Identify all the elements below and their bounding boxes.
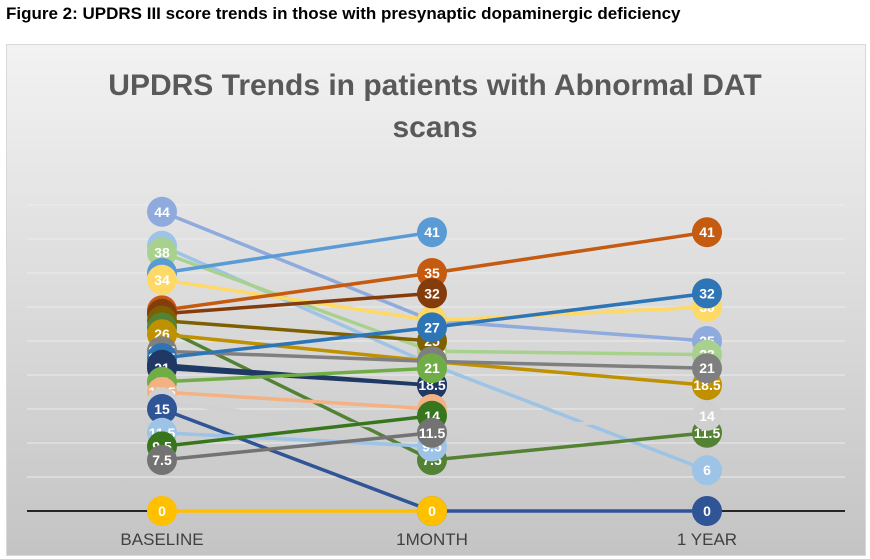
data-point: 34 (147, 264, 177, 295)
data-point: 32 (692, 278, 722, 309)
data-label: 41 (699, 224, 715, 240)
data-point-marker (147, 496, 177, 526)
data-point-marker (417, 312, 447, 343)
data-point-marker (692, 455, 722, 486)
data-point: 21 (692, 353, 722, 384)
data-label: 32 (699, 285, 715, 301)
data-point: 21 (417, 353, 447, 384)
data-point-marker (417, 217, 447, 248)
data-point-marker (417, 278, 447, 309)
data-label: 15 (154, 401, 170, 417)
data-point-marker (417, 496, 447, 526)
series-line-16 (161, 390, 433, 411)
data-point: 41 (692, 217, 722, 248)
data-point-marker (692, 278, 722, 309)
data-label: 21 (424, 360, 440, 376)
data-label: 34 (154, 272, 170, 288)
data-label: 11.5 (419, 425, 446, 441)
data-label: 27 (424, 319, 440, 335)
data-point: 11.5 (417, 417, 447, 448)
data-point-marker (147, 445, 177, 475)
data-label: 38 (154, 245, 170, 261)
data-point: 44 (147, 196, 177, 227)
updrs-line-chart: UPDRS Trends in patients with Abnormal D… (7, 45, 865, 555)
x-tick-label: 1MONTH (396, 530, 468, 549)
data-point-marker (692, 400, 722, 431)
data-label: 0 (703, 503, 711, 519)
chart-container: UPDRS Trends in patients with Abnormal D… (6, 44, 866, 556)
data-point: 27 (417, 312, 447, 343)
data-label: 44 (154, 204, 170, 220)
data-point-marker (147, 394, 177, 424)
data-point: 41 (417, 217, 447, 248)
series-line-7 (161, 291, 433, 316)
x-tick-label: BASELINE (120, 530, 203, 549)
data-point-marker (147, 196, 177, 227)
data-point-marker (692, 496, 722, 526)
data-label: 6 (703, 462, 711, 478)
series-line-15 (161, 366, 433, 384)
series-line-19 (161, 431, 433, 449)
data-label: 21 (699, 360, 715, 376)
data-label: 14 (699, 408, 715, 424)
data-point: 0 (692, 496, 722, 526)
data-label: 0 (158, 503, 166, 519)
data-point: 7.5 (147, 445, 177, 475)
data-label: 35 (424, 265, 440, 281)
data-label: 32 (424, 285, 440, 301)
data-point: 15 (147, 394, 177, 424)
data-point-marker (147, 264, 177, 295)
data-label: 41 (424, 224, 440, 240)
data-point-marker (692, 217, 722, 248)
data-label: 0 (428, 503, 436, 519)
data-point-marker (417, 353, 447, 384)
data-point: 32 (417, 278, 447, 309)
series-line-4 (161, 230, 433, 275)
chart-title-line1: UPDRS Trends in patients with Abnormal D… (108, 69, 761, 102)
data-point: 0 (147, 496, 177, 526)
data-point: 6 (692, 455, 722, 486)
data-point: 0 (417, 496, 447, 526)
x-tick-label: 1 YEAR (677, 530, 737, 549)
chart-title-line2: scans (392, 111, 477, 144)
data-point-marker (692, 353, 722, 384)
data-point: 14 (692, 400, 722, 431)
series-line-8 (161, 318, 433, 343)
data-point-marker (417, 417, 447, 448)
x-axis-labels: BASELINE 1MONTH 1 YEAR (120, 530, 737, 549)
series-line-21 (161, 431, 433, 462)
series-line-20 (161, 414, 433, 449)
data-points: 4428253921.563823.523354134283029.535412… (147, 196, 722, 526)
figure-caption: Figure 2: UPDRS III score trends in thos… (6, 4, 681, 23)
data-label: 7.5 (152, 452, 172, 468)
